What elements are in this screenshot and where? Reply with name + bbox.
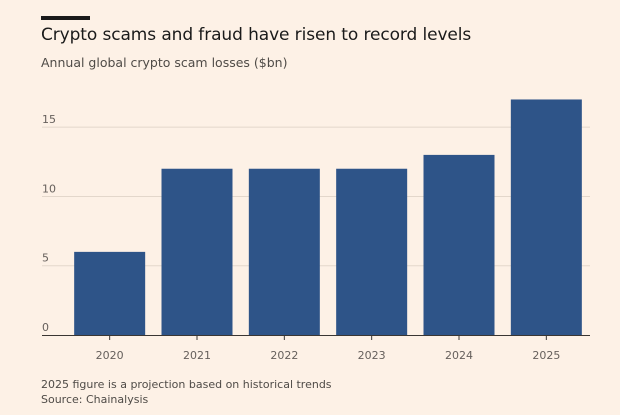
y-tick-label: 15 bbox=[42, 113, 56, 126]
y-tick-label: 5 bbox=[42, 252, 49, 265]
y-tick-label: 10 bbox=[42, 182, 56, 195]
x-tick-label: 2020 bbox=[96, 349, 124, 362]
header-accent-bar bbox=[41, 16, 90, 20]
chart-subtitle: Annual global crypto scam losses ($bn) bbox=[41, 55, 288, 70]
bar-2021 bbox=[161, 168, 233, 335]
x-tick-label: 2022 bbox=[270, 349, 298, 362]
y-tick-label: 0 bbox=[42, 321, 49, 334]
bar-2025 bbox=[510, 99, 582, 336]
x-tick-label: 2025 bbox=[532, 349, 560, 362]
x-tick-label: 2024 bbox=[445, 349, 473, 362]
chart-source: Source: Chainalysis bbox=[41, 393, 149, 406]
x-tick-label: 2021 bbox=[183, 349, 211, 362]
bar-2022 bbox=[248, 168, 320, 335]
bar-2024 bbox=[423, 154, 495, 335]
x-tick-label: 2023 bbox=[358, 349, 386, 362]
chart-footnote: 2025 figure is a projection based on his… bbox=[41, 378, 332, 391]
bar-2020 bbox=[74, 251, 146, 335]
bar-2023 bbox=[336, 168, 408, 335]
chart-title: Crypto scams and fraud have risen to rec… bbox=[41, 25, 472, 45]
